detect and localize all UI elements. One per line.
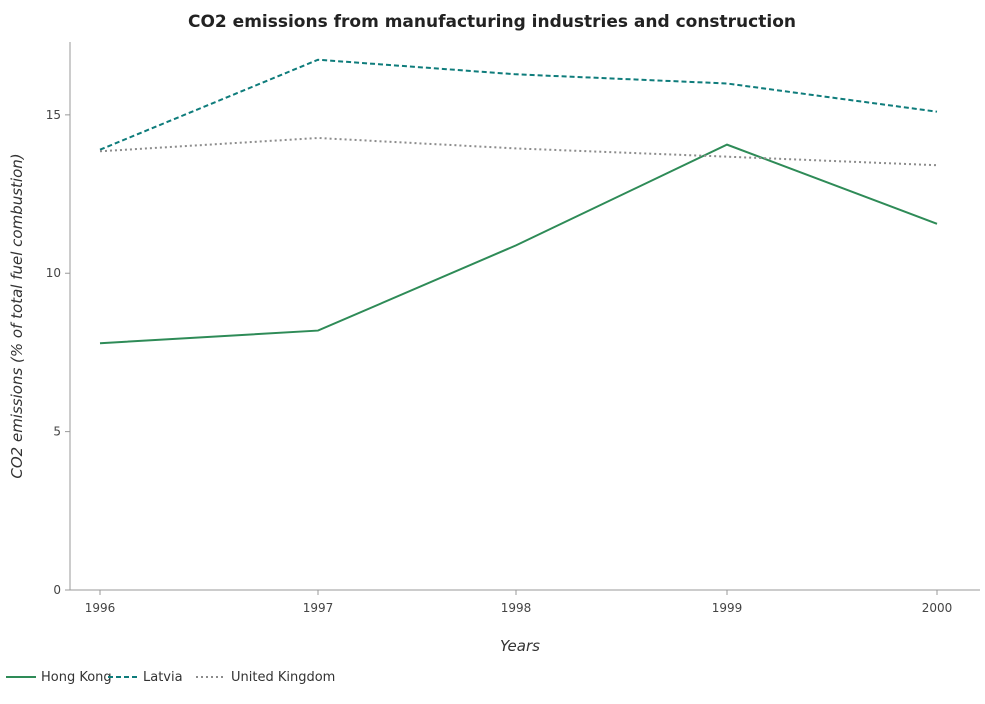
legend-label-latvia: Latvia (143, 670, 183, 685)
y-tick-label: 5 (53, 425, 61, 439)
axes (69, 42, 980, 591)
chart-title: CO2 emissions from manufacturing industr… (188, 12, 796, 32)
x-axis-label: Years (500, 637, 540, 655)
x-tick-label: 1999 (712, 601, 743, 615)
x-tick-label: 1997 (303, 601, 334, 615)
legend: Hong Kong Latvia United Kingdom (6, 670, 335, 685)
x-tick-label: 1998 (501, 601, 532, 615)
y-ticks: 0 5 10 15 (46, 108, 70, 597)
series-line-united-kingdom (99, 136, 938, 167)
y-tick-label: 0 (53, 583, 61, 597)
x-ticks: 1996 1997 1998 1999 2000 (85, 590, 953, 615)
y-axis-label: CO2 emissions (% of total fuel combustio… (8, 153, 26, 478)
series-line-latvia (99, 58, 938, 151)
series-lines (99, 58, 938, 345)
x-tick-label: 1996 (85, 601, 116, 615)
legend-label-united-kingdom: United Kingdom (231, 670, 335, 685)
series-line-hong-kong (99, 143, 938, 345)
legend-label-hong-kong: Hong Kong (41, 670, 112, 685)
y-tick-label: 10 (46, 266, 61, 280)
x-tick-label: 2000 (922, 601, 953, 615)
y-tick-label: 15 (46, 108, 61, 122)
